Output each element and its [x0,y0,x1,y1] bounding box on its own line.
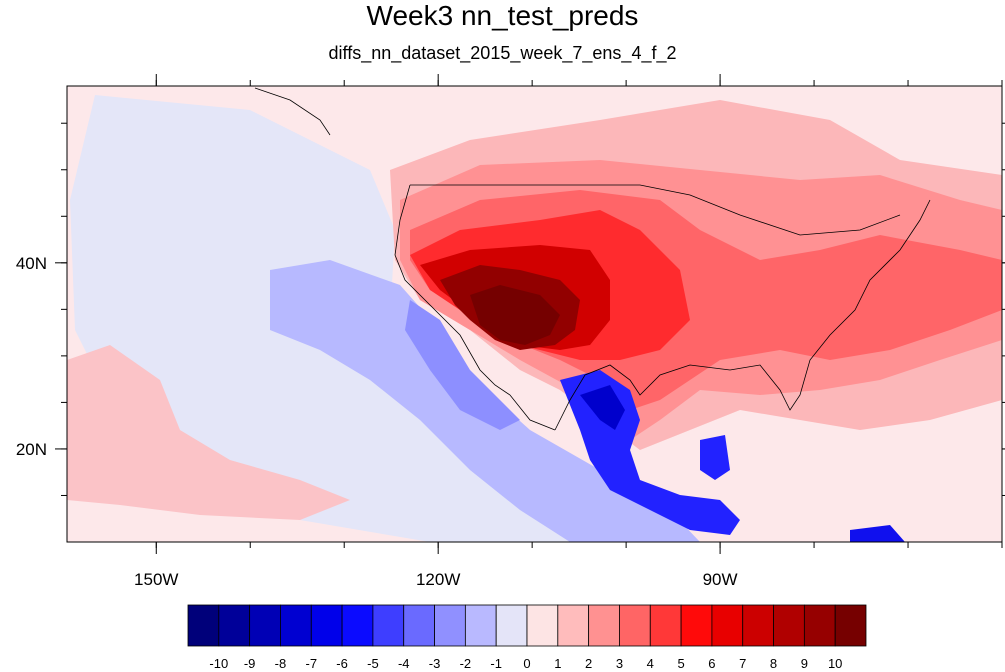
west-coast-line [394,184,556,431]
colorbar-swatch [310,604,343,647]
colorbar-label: 9 [801,656,808,671]
field-layer [67,86,1002,542]
colorbar-swatch [249,604,281,647]
colorbar-swatch [680,604,713,647]
colorbar-label: -1 [490,656,502,671]
colorbar-swatch [711,604,744,647]
field-region-neg6-pacific [850,525,905,542]
colorbar-swatch [187,604,220,647]
colorbar-swatch [218,604,251,647]
colorbar-label: -4 [398,656,410,671]
colorbar-swatch [403,604,435,647]
field-region-pos10 [470,285,560,345]
field-region-neg3 [405,300,520,430]
colorbar-swatch [341,604,374,647]
colorbar-swatch [588,604,620,647]
field-region-neg8 [580,385,625,430]
colorbar-label: -3 [429,656,441,671]
colorbar-swatch [557,604,590,647]
colorbar-swatch [372,604,405,647]
map-title: Week3 nn_test_preds [366,0,639,31]
us-northern-border [410,184,901,236]
colorbar-swatch [619,604,651,647]
colorbar-label: 8 [770,656,777,671]
field-region-neg5-east [700,435,730,480]
colorbar-swatch [773,604,805,647]
colorbar-swatch [803,604,836,647]
colorbar-label: -5 [367,656,379,671]
colorbar-swatch [834,604,867,647]
lon-tick-label: 90W [703,570,738,589]
colorbar-label: 6 [708,656,715,671]
colorbar-label: -8 [275,656,287,671]
colorbar-label: 0 [523,656,530,671]
map-subtitle: diffs_nn_dataset_2015_week_7_ens_4_f_2 [328,43,677,63]
gulf-coast-line [554,199,931,431]
lat-tick-label: 40N [16,254,47,273]
colorbar-label: 4 [647,656,654,671]
colorbar-label: 5 [677,656,684,671]
colorbar-label: -7 [305,656,317,671]
axis-ticks: 150W 120W 90W 40N 20N [16,74,1005,589]
colorbar-label: 3 [616,656,623,671]
colorbar-label: 1 [554,656,561,671]
colorbar-label: 10 [828,656,842,671]
lon-tick-label: 150W [134,570,178,589]
colorbar-swatch [495,604,528,647]
colorbar-swatch [434,604,466,647]
map-frame [66,85,1003,543]
lat-tick-label: 20N [16,440,47,459]
colorbar-label: -6 [336,656,348,671]
colorbar-label: -2 [460,656,472,671]
colorbar-swatch [649,604,682,647]
colorbar-label: 7 [739,656,746,671]
colorbar-label: -9 [244,656,256,671]
field-region-pink-west [67,345,350,520]
colorbar-swatch [280,604,312,647]
colorbar-label: 2 [585,656,592,671]
colorbar-swatch [526,604,559,647]
colorbar: -10 -9 -8 -7 -6 -5 -4 -3 -2 -1 0 1 2 3 4 5 6 7 8 9 10 [187,604,867,671]
colorbar-label: -10 [209,656,228,671]
coastlines [254,87,931,431]
colorbar-swatch [464,604,497,647]
alaska-coast-line [254,87,331,136]
lon-tick-label: 120W [416,570,460,589]
colorbar-swatch [742,604,774,647]
